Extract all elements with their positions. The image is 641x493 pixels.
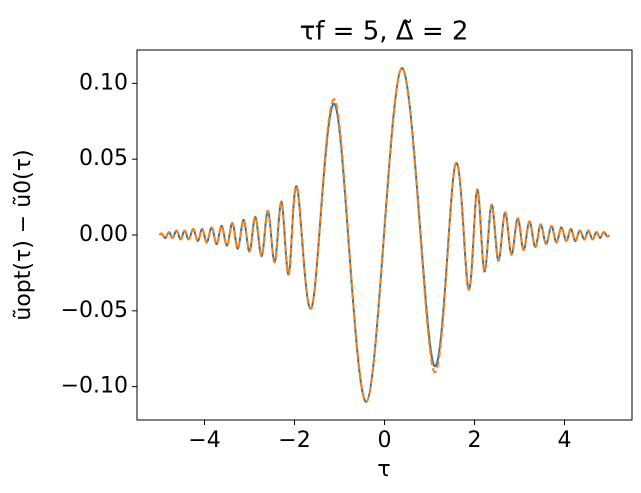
x-tick-label: 4 bbox=[558, 428, 572, 453]
y-tick-label: 0.00 bbox=[79, 222, 128, 247]
y-axis-label: ũopt(τ) − ũ0(τ) bbox=[11, 149, 36, 320]
y-tick-label: 0.10 bbox=[79, 70, 128, 95]
y-tick-label: 0.05 bbox=[79, 146, 128, 171]
y-tick-label: −0.10 bbox=[61, 374, 128, 399]
chart-title: τf = 5, Δ̃ = 2 bbox=[300, 17, 469, 47]
x-axis-label: τ bbox=[377, 457, 390, 482]
x-tick-label: 2 bbox=[468, 428, 482, 453]
y-tick-label: −0.05 bbox=[61, 298, 128, 323]
series-line bbox=[158, 67, 611, 403]
x-tick-label: −4 bbox=[188, 428, 220, 453]
x-tick-label: −2 bbox=[278, 428, 310, 453]
x-tick-label: 0 bbox=[378, 428, 392, 453]
series-line bbox=[158, 67, 611, 403]
